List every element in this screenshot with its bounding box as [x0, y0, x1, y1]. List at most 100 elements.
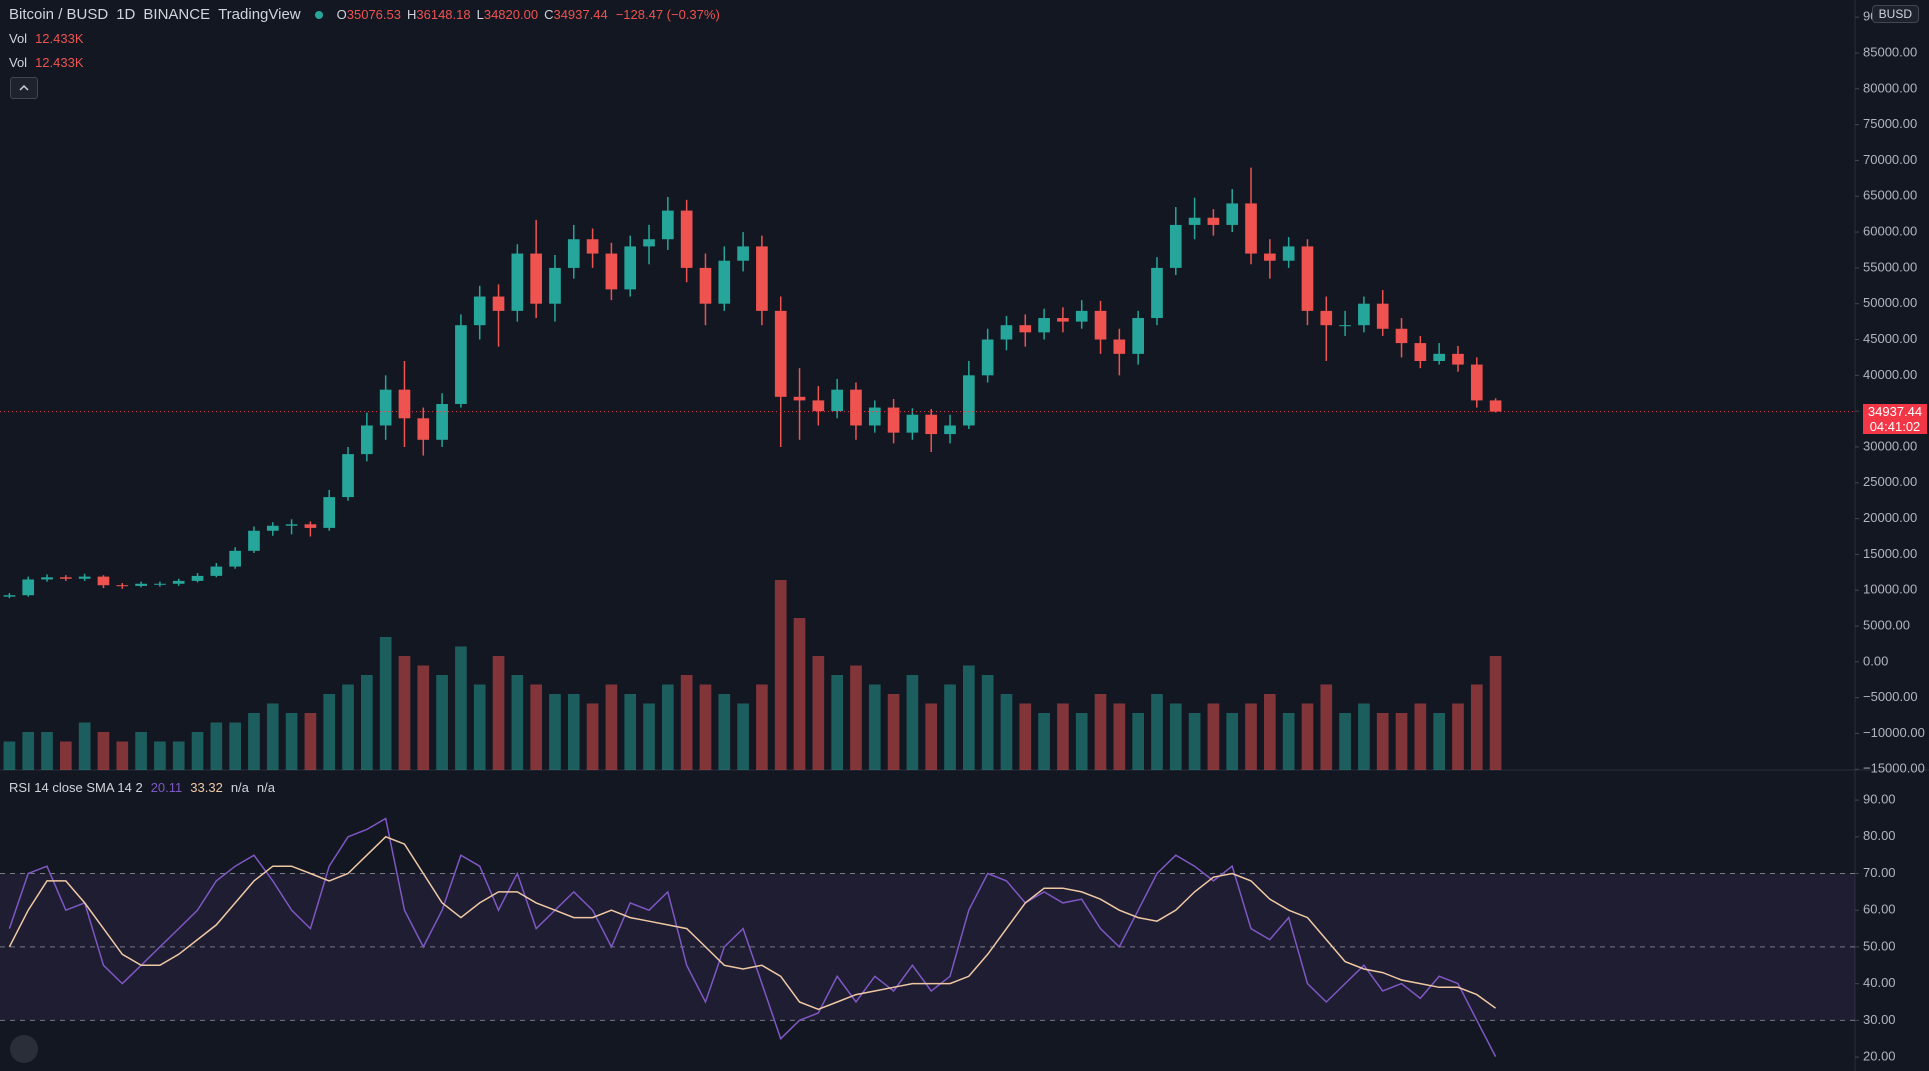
volume-bar: [887, 694, 900, 770]
candle-body: [981, 339, 994, 376]
candle-body: [868, 407, 881, 426]
volume-bar: [210, 722, 223, 770]
volume-bar: [1094, 694, 1107, 770]
candle-body: [417, 418, 430, 440]
volume-bar: [1226, 713, 1239, 770]
volume-bar: [191, 732, 204, 770]
candle-body: [549, 267, 561, 304]
chevron: [19, 84, 29, 91]
volume-bar: [831, 675, 843, 770]
rsi-line: [8, 817, 1497, 1057]
candle-body: [906, 414, 919, 433]
volume-bar: [756, 684, 768, 770]
volume-bar: [850, 665, 862, 770]
interval[interactable]: 1D: [116, 6, 136, 23]
volume-bar: [3, 741, 16, 770]
ohlc-label: O: [336, 7, 347, 22]
candle-body: [680, 210, 693, 268]
candle-body: [1207, 217, 1220, 225]
y-tick-label: 30.00: [1863, 1012, 1896, 1027]
candle-body: [1245, 203, 1257, 254]
candle-body: [1433, 353, 1445, 362]
volume-bar: [1207, 703, 1220, 770]
volume-bar: [1489, 656, 1502, 770]
candle-body: [455, 325, 467, 404]
volume-bar: [549, 694, 561, 770]
ohlc-item: O35076.53: [337, 7, 401, 22]
y-tick-label: 20000.00: [1863, 510, 1917, 525]
y-tick-label: 60000.00: [1863, 224, 1917, 239]
volume-bar: [342, 684, 354, 770]
currency-badge[interactable]: BUSD: [1871, 5, 1919, 23]
y-tick-label: −10000.00: [1863, 725, 1925, 740]
candle-body: [323, 497, 336, 528]
y-tick-label: −5000.00: [1863, 689, 1918, 704]
symbol[interactable]: Bitcoin / BUSD: [9, 6, 109, 23]
volume-bar: [981, 675, 994, 770]
volume-legend: Vol 12.433K: [9, 55, 84, 70]
y-tick-label: 65000.00: [1863, 188, 1917, 203]
candle-body: [116, 585, 129, 587]
candle-body: [473, 296, 486, 326]
ohlc-value: 34937.44: [553, 7, 608, 22]
volume-bar: [1376, 713, 1389, 770]
source: TradingView: [218, 6, 301, 23]
y-tick-label: 40000.00: [1863, 367, 1917, 382]
y-tick-label: 40.00: [1863, 975, 1896, 990]
candle-body: [1470, 364, 1483, 401]
volume-bar: [680, 675, 693, 770]
candle-body: [248, 530, 260, 551]
candle-body: [624, 246, 637, 290]
volume-bar: [1000, 694, 1013, 770]
ohlc-value: 35076.53: [346, 7, 401, 22]
candle-body: [342, 454, 354, 498]
collapse-button[interactable]: [10, 77, 38, 99]
ohlc-label: L: [476, 7, 484, 22]
volume-bar: [398, 656, 411, 770]
candle-body: [1075, 310, 1088, 322]
ohlc-item: L34820.00: [477, 7, 538, 22]
volume-bar: [774, 580, 787, 770]
y-tick-label: 90.00: [1863, 792, 1896, 807]
volume-bar: [248, 713, 260, 770]
volume-bar: [643, 703, 655, 770]
candle-body: [756, 246, 768, 311]
y-tick-label: 80000.00: [1863, 80, 1917, 95]
candle-body: [78, 576, 91, 579]
candle-body: [22, 579, 35, 596]
volume-bar: [925, 703, 938, 770]
y-tick-label: 60.00: [1863, 902, 1896, 917]
y-tick-label: 10000.00: [1863, 582, 1917, 597]
candle-body: [1452, 353, 1464, 365]
volume-bar: [530, 684, 542, 770]
candle-body: [1339, 325, 1351, 327]
volume-bar: [1019, 703, 1032, 770]
volume-bar: [605, 684, 618, 770]
candle-body: [1151, 267, 1163, 319]
candle-body: [643, 239, 655, 247]
candle-body: [850, 389, 862, 426]
ohlc-label: C: [544, 7, 554, 22]
rsi-extra: n/a: [230, 780, 249, 795]
candle-body: [699, 267, 712, 304]
volume-bar: [1188, 713, 1201, 770]
candle-body: [191, 575, 204, 581]
candle-body: [41, 577, 53, 580]
ohlc-label: H: [406, 7, 417, 22]
y-tick-label: 80.00: [1863, 828, 1896, 843]
volume-bar: [473, 684, 486, 770]
candle-body: [135, 583, 147, 586]
candle-body: [3, 595, 16, 597]
candle-body: [774, 310, 787, 397]
vol-label: Vol: [9, 55, 28, 70]
logo: [10, 1035, 38, 1063]
candle-body: [1132, 318, 1144, 354]
volume-bar: [379, 637, 392, 770]
candle-body: [229, 550, 241, 567]
candle-body: [97, 576, 110, 586]
volume-bar: [135, 732, 147, 770]
volume-bar: [1038, 713, 1050, 770]
